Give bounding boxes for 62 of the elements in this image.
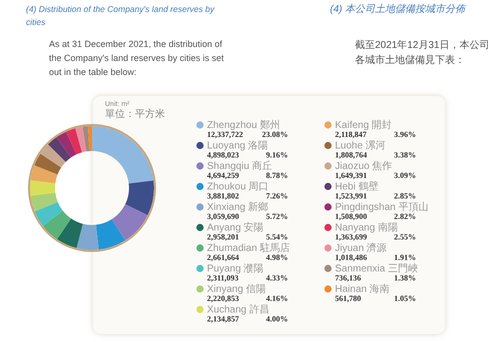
text: 4,694,259 8.78% — [207, 171, 288, 180]
legend-label: Sanmenxia 三門峽 — [335, 262, 418, 274]
text: 2,220,853 4.16% — [207, 294, 288, 303]
legend-label: Hainan 海南 — [335, 283, 390, 295]
text: 736,136 1.38% — [335, 274, 416, 282]
donut-slice — [30, 180, 56, 196]
text: 1,018,486 1.91% — [335, 253, 416, 262]
donut-slice — [30, 165, 58, 184]
donut-slice — [30, 192, 58, 212]
legend-label: Luohe 漯河 — [335, 140, 386, 152]
donut-slice — [82, 126, 90, 152]
text: 2,134,857 4.00% — [207, 314, 288, 324]
donut-slice — [96, 219, 126, 250]
text: 2,661,664 4.98% — [207, 253, 288, 262]
text: 3,059,690 5.72% — [207, 212, 288, 221]
donut-slice — [88, 126, 92, 152]
text: 2,118,847 3.96% — [335, 130, 416, 139]
donut-slice — [125, 180, 154, 216]
legend-label: Shangqiu 商丘 — [207, 160, 272, 172]
donut-slice — [75, 126, 86, 152]
donut-slice — [56, 132, 76, 158]
legend-label: Anyang 安陽 — [207, 222, 264, 234]
donut-slice — [48, 137, 71, 162]
legend-label: Zhumadian 駐馬店 — [207, 242, 290, 254]
legend-label: Puyang 濮陽 — [207, 262, 264, 274]
donut-slice — [112, 204, 148, 240]
text: 1,649,391 3.09% — [335, 171, 416, 180]
text: 12,337,722 23.08% — [207, 130, 288, 139]
text: 561,780 1.05% — [335, 294, 416, 303]
donut-slice — [42, 210, 72, 240]
donut-slice — [92, 126, 154, 184]
legend-label: Jiyuan 濟源 — [335, 242, 387, 254]
text: 4,898,023 9.16% — [207, 150, 288, 160]
text: 截至2021年12月31日，本公司各城市土地儲備見下表： — [355, 39, 490, 66]
donut-slice — [34, 202, 63, 226]
donut-slice — [40, 144, 66, 168]
text: 1,808,764 3.38% — [335, 150, 416, 160]
donut-slice — [34, 154, 62, 174]
legend-label: Kaifeng 開封 — [335, 119, 392, 131]
legend-label: Pingdingshan 平頂山 — [335, 201, 428, 213]
legend-label: Nanyang 南陽 — [335, 222, 398, 234]
legend-label: Jiaozuo 焦作 — [335, 160, 392, 172]
legend-label: Zhengzhou 鄭州 — [207, 119, 280, 131]
donut-slice — [57, 218, 83, 248]
text: 1,363,699 2.55% — [335, 232, 416, 242]
text: 1,508,900 2.82% — [335, 212, 416, 221]
legend-label: Luoyang 洛陽 — [207, 140, 268, 152]
donut-slice — [76, 224, 99, 250]
legend-label: Hebi 鶴壁 — [335, 180, 378, 192]
chart-title: (4) Distribution of the Company's land reserves by cities — [26, 4, 215, 27]
text: 單位：平方米 — [105, 108, 165, 120]
chart-subtitle: As at 31 December 2021, the distribution of the Company's land reserves by cities is set out in the table below: — [49, 39, 224, 77]
donut-slice — [66, 128, 82, 154]
text: 3,881,802 7.26% — [207, 192, 288, 200]
legend-label: Xinyang 信陽 — [207, 283, 266, 295]
text: 2,958,201 5.54% — [207, 232, 288, 242]
text: 2,311,093 4.33% — [207, 274, 288, 282]
text: (4) 本公司土地儲備按城市分佈 — [330, 3, 467, 15]
legend-label: Zhoukou 周口 — [207, 182, 269, 192]
text: 1,523,991 2.85% — [335, 192, 416, 200]
legend-label: Xinxiang 新鄉 — [207, 201, 268, 213]
legend-label: Xuchang 許昌 — [207, 304, 270, 316]
